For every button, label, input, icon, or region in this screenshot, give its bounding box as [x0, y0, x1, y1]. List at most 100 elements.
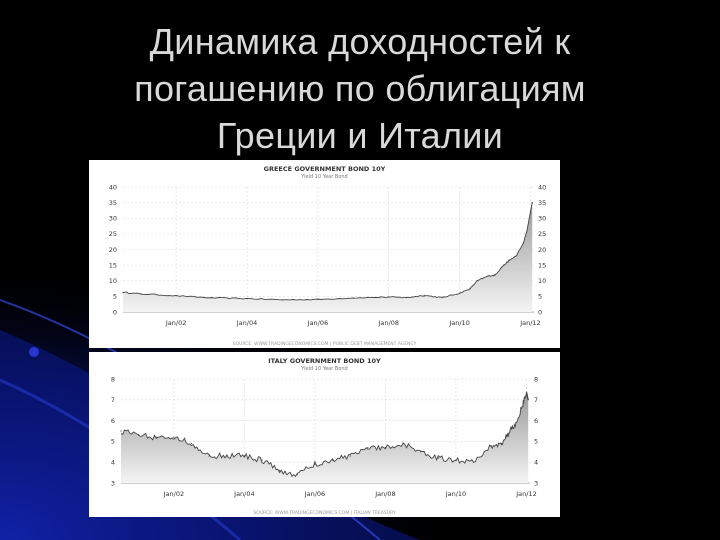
x-tick: Jan/02 — [163, 490, 184, 498]
data-point — [494, 274, 496, 276]
data-point — [384, 447, 386, 449]
y-tick-right: 25 — [538, 230, 546, 238]
data-point — [279, 469, 281, 472]
data-point — [243, 455, 245, 457]
data-point — [296, 474, 298, 476]
data-point — [155, 436, 157, 438]
title-line-1: Динамика доходностей к — [149, 21, 571, 62]
chart-title: GREECE GOVERNMENT BOND 10Y — [264, 165, 386, 173]
x-tick: Jan/04 — [233, 490, 254, 498]
x-tick: Jan/12 — [515, 490, 536, 498]
data-point — [405, 297, 407, 299]
y-tick-right: 30 — [538, 215, 546, 223]
title-line-2: погашению по облигациям — [134, 68, 586, 109]
data-point — [138, 434, 140, 436]
y-tick-left: 10 — [109, 277, 117, 285]
data-point — [122, 291, 124, 293]
data-point — [281, 299, 283, 301]
chart-title: ITALY GOVERNMENT BOND 10Y — [268, 357, 381, 365]
data-point — [531, 202, 533, 204]
series-line — [122, 202, 533, 301]
x-tick: Jan/12 — [519, 319, 540, 327]
chart-source: SOURCE: WWW.TRADINGECONOMICS.COM | PUBLI… — [233, 341, 417, 347]
y-tick-left: 4 — [111, 459, 115, 467]
y-tick-right: 15 — [538, 261, 546, 269]
data-point — [246, 298, 248, 300]
data-point — [317, 298, 319, 301]
data-point — [490, 445, 492, 447]
x-tick: Jan/08 — [377, 319, 398, 327]
chart-subtitle: Yield 10 Year Bond — [300, 366, 347, 372]
data-point — [522, 242, 524, 244]
data-point — [529, 211, 532, 213]
data-point — [314, 463, 316, 465]
y-tick-left: 6 — [111, 417, 115, 425]
data-point — [527, 399, 529, 401]
y-tick-left: 0 — [113, 308, 117, 316]
y-tick-left: 35 — [109, 199, 117, 207]
data-point — [423, 294, 425, 296]
y-tick-right: 20 — [538, 246, 546, 254]
data-point — [508, 432, 510, 434]
data-point — [211, 297, 213, 299]
y-tick-right: 4 — [534, 459, 538, 467]
data-point — [420, 451, 422, 453]
data-point — [501, 266, 503, 268]
x-tick: Jan/04 — [236, 319, 257, 327]
data-point — [349, 455, 351, 457]
data-point — [473, 461, 475, 463]
y-tick-right: 6 — [534, 417, 538, 425]
series-area — [121, 391, 529, 483]
x-tick: Jan/06 — [307, 319, 328, 327]
chart-subtitle: Yield 10 Year Bond — [300, 174, 347, 180]
data-point — [455, 459, 457, 461]
y-tick-left: 5 — [111, 438, 115, 446]
data-point — [352, 297, 354, 299]
data-point — [441, 297, 443, 299]
y-tick-left: 5 — [113, 293, 117, 301]
x-tick: Jan/02 — [165, 319, 186, 327]
y-tick-right: 3 — [534, 479, 538, 487]
data-point — [522, 403, 524, 405]
data-point — [140, 293, 142, 295]
x-tick: Jan/06 — [304, 490, 325, 498]
y-tick-left: 8 — [111, 375, 115, 383]
data-point — [508, 259, 510, 261]
y-tick-right: 5 — [538, 293, 542, 301]
data-point — [515, 255, 517, 257]
x-tick: Jan/08 — [374, 490, 395, 498]
y-tick-left: 3 — [111, 479, 115, 487]
data-point — [501, 442, 503, 445]
y-tick-left: 15 — [109, 261, 117, 269]
y-tick-right: 0 — [538, 308, 542, 316]
data-point — [402, 442, 404, 445]
y-tick-right: 35 — [538, 199, 546, 207]
y-tick-right: 40 — [538, 183, 546, 191]
data-point — [261, 459, 263, 461]
y-tick-right: 7 — [534, 396, 538, 404]
data-point — [515, 422, 517, 424]
y-tick-left: 25 — [109, 230, 117, 238]
data-point — [437, 457, 439, 459]
title-line-3: Греции и Италии — [216, 115, 504, 156]
series-line — [120, 391, 529, 478]
y-tick-left: 20 — [109, 246, 117, 254]
data-point — [226, 455, 228, 457]
data-point — [388, 296, 390, 298]
data-point — [469, 288, 471, 290]
data-point — [120, 430, 122, 432]
y-tick-right: 5 — [534, 438, 538, 446]
data-point — [487, 275, 489, 277]
data-point — [525, 393, 528, 395]
data-point — [476, 280, 478, 282]
data-point — [367, 447, 369, 449]
x-tick: Jan/10 — [445, 490, 466, 498]
data-point — [208, 455, 210, 457]
series-area — [123, 202, 533, 312]
data-point — [175, 295, 177, 297]
y-tick-right: 10 — [538, 277, 546, 285]
italy-bond-chart: ITALY GOVERNMENT BOND 10Y Yield 10 Year B… — [89, 352, 560, 517]
y-tick-left: 30 — [109, 215, 117, 223]
